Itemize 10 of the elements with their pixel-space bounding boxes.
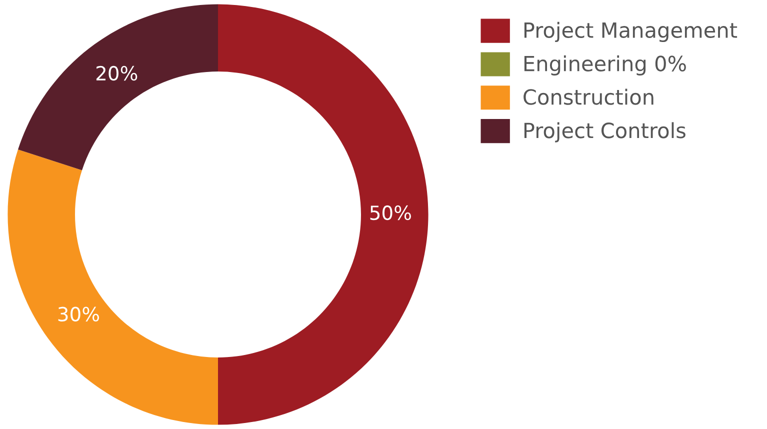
donut-slice bbox=[218, 4, 428, 425]
donut-slice bbox=[8, 150, 218, 425]
legend-label: Project Controls bbox=[524, 122, 686, 142]
donut-slice bbox=[18, 4, 218, 170]
data-label: 30% bbox=[58, 306, 100, 322]
legend-label: Project Management bbox=[524, 22, 738, 42]
legend-label: Engineering 0% bbox=[524, 55, 686, 76]
legend-label: Construction bbox=[524, 88, 654, 105]
data-label: 20% bbox=[96, 66, 138, 81]
data-label: 50% bbox=[370, 205, 411, 220]
